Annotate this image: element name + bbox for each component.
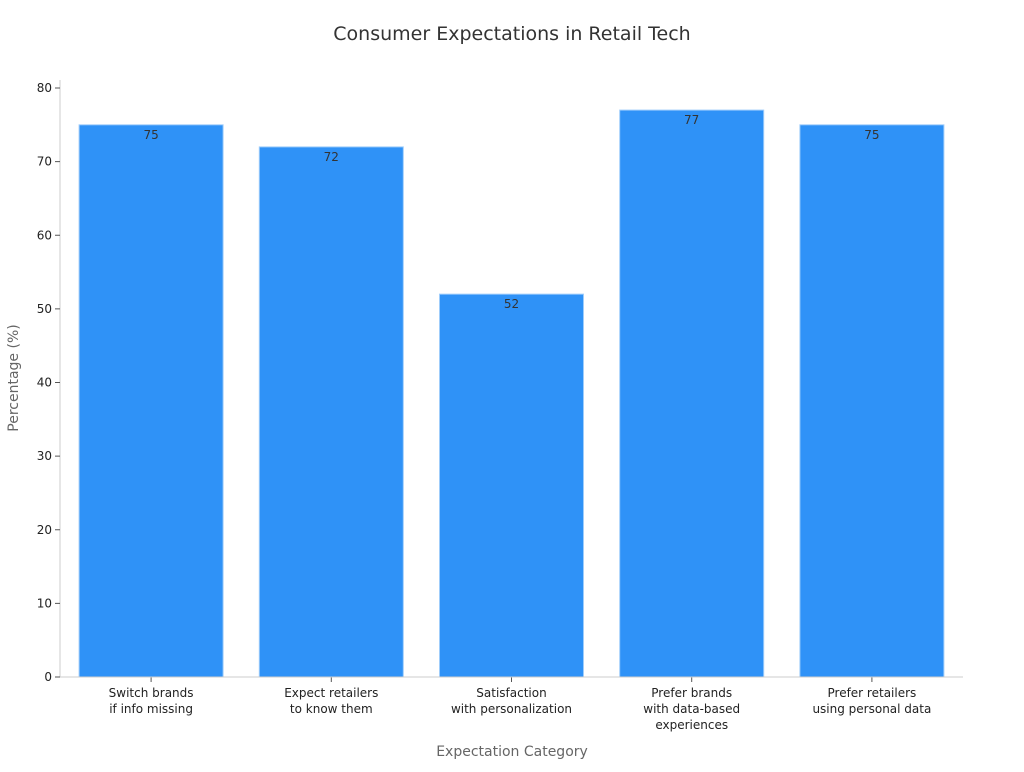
y-tick-label: 60 — [37, 228, 52, 242]
bar — [78, 124, 224, 678]
bar — [439, 293, 584, 678]
y-tick-label: 0 — [44, 670, 52, 684]
x-tick-label: to know them — [290, 702, 373, 716]
data-label: 75 — [143, 128, 158, 142]
x-axis-label: Expectation Category — [436, 744, 588, 760]
x-tick-label: if info missing — [109, 702, 193, 716]
x-tick-label: Satisfaction — [476, 686, 546, 700]
y-tick-label: 70 — [37, 155, 52, 169]
x-tick-label: with data-based — [643, 702, 740, 716]
chart-title: Consumer Expectations in Retail Tech — [333, 23, 690, 45]
x-tick-label: using personal data — [812, 702, 931, 716]
y-tick-label: 80 — [37, 81, 52, 95]
bar — [799, 124, 945, 678]
y-tick-label: 30 — [37, 449, 52, 463]
bar — [619, 109, 765, 678]
y-tick-label: 10 — [37, 596, 52, 610]
data-label: 52 — [504, 297, 519, 311]
data-label: 77 — [684, 113, 699, 127]
x-tick-label: with personalization — [451, 702, 572, 716]
y-tick-label: 50 — [37, 302, 52, 316]
y-tick-label: 40 — [37, 376, 52, 390]
x-tick-label: Expect retailers — [284, 686, 378, 700]
x-tick-label: experiences — [655, 718, 728, 732]
y-axis-label: Percentage (%) — [6, 324, 22, 431]
x-tick-label: Prefer retailers — [828, 686, 917, 700]
data-label: 75 — [864, 128, 879, 142]
x-tick-label: Switch brands — [109, 686, 194, 700]
y-tick-label: 20 — [37, 523, 52, 537]
bar — [258, 146, 404, 678]
x-tick-label: Prefer brands — [651, 686, 732, 700]
data-label: 72 — [324, 150, 339, 164]
